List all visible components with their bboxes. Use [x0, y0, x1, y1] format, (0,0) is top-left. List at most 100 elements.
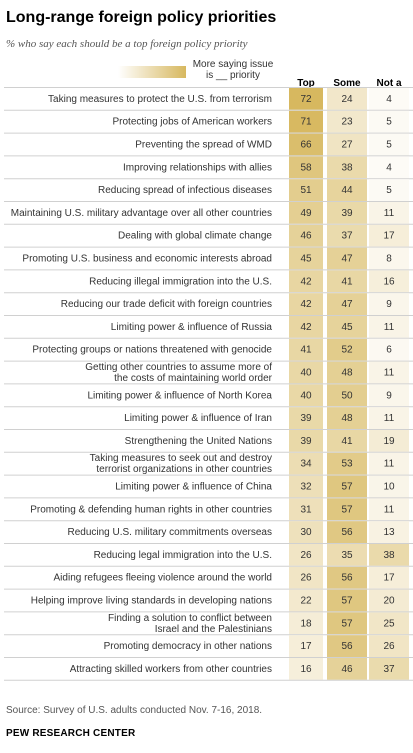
cell-value: 11: [384, 459, 395, 470]
row-label-line: Getting other countries to assume more o…: [85, 362, 272, 373]
heat-cell: [289, 475, 323, 498]
cell-value: 32: [300, 482, 312, 493]
cell-value: 17: [300, 641, 312, 652]
row-label-line: the costs of maintaining world order: [114, 373, 273, 384]
row-label: Promoting U.S. business and economic int…: [22, 254, 272, 265]
row-label: Reducing U.S. military commitments overs…: [67, 527, 272, 538]
row-label: Reducing legal immigration into the U.S.: [94, 550, 272, 561]
cell-value: 41: [341, 276, 353, 287]
cell-value: 57: [341, 504, 353, 515]
cell-value: 30: [300, 527, 312, 538]
heat-cell: [327, 156, 367, 179]
cell-value: 71: [300, 117, 312, 128]
heat-cell: [369, 430, 409, 452]
cell-value: 41: [300, 345, 312, 356]
cell-value: 45: [341, 322, 353, 333]
row-label: Limiting power & influence of China: [115, 482, 272, 493]
column-header-some: Some: [333, 78, 361, 89]
cell-value: 11: [384, 322, 395, 333]
cell-value: 5: [386, 140, 392, 151]
cell-value: 27: [341, 140, 353, 151]
heat-cell: [327, 566, 367, 589]
heat-cell: [289, 407, 323, 429]
heat-cell: [289, 88, 323, 110]
heat-cell: [327, 133, 367, 156]
heat-cell: [369, 566, 409, 589]
heat-cell: [369, 202, 409, 224]
cell-value: 40: [300, 390, 312, 401]
cell-value: 16: [300, 664, 312, 675]
heat-cell: [327, 635, 367, 657]
cell-value: 42: [300, 299, 312, 310]
cell-value: 22: [300, 596, 312, 607]
heat-cell: [327, 361, 367, 384]
heat-cell: [289, 110, 323, 133]
cell-value: 41: [341, 436, 353, 447]
row-label: Limiting power & influence of North Kore…: [87, 390, 272, 401]
cell-value: 26: [300, 550, 312, 561]
cell-value: 18: [300, 618, 312, 629]
heat-cell: [289, 452, 323, 475]
cell-value: 34: [300, 459, 312, 470]
row-label-line: Finding a solution to conflict between: [108, 613, 272, 624]
heat-cell: [327, 247, 367, 270]
cell-value: 25: [383, 618, 395, 629]
cell-value: 51: [300, 185, 312, 196]
heat-cell: [369, 179, 409, 201]
row-label: Reducing our trade deficit with foreign …: [61, 299, 272, 310]
cell-value: 47: [341, 254, 353, 265]
row-label: Aiding refugees fleeing violence around …: [54, 573, 272, 584]
heat-cell: [327, 224, 367, 247]
cell-value: 31: [300, 504, 312, 515]
heat-cell: [327, 475, 367, 498]
cell-value: 58: [300, 162, 312, 173]
cell-value: 47: [341, 299, 353, 310]
cell-value: 37: [383, 664, 395, 675]
legend-gradient: [118, 66, 186, 78]
heat-cell: [369, 544, 409, 566]
cell-value: 42: [300, 322, 312, 333]
heat-cell: [327, 430, 367, 452]
cell-value: 56: [341, 527, 353, 538]
row-label: Strengthening the United Nations: [125, 436, 272, 447]
heat-cell: [289, 179, 323, 201]
heat-cell: [289, 247, 323, 270]
cell-value: 39: [300, 413, 312, 424]
cell-value: 48: [341, 413, 353, 424]
cell-value: 66: [300, 140, 312, 151]
cell-value: 52: [341, 345, 353, 356]
heat-cell: [327, 270, 367, 293]
heat-cell: [327, 407, 367, 429]
cell-value: 53: [341, 459, 353, 470]
row-label: Limiting power & influence of Russia: [111, 322, 273, 333]
heat-cell: [369, 475, 409, 498]
heat-cell: [289, 361, 323, 384]
heat-cell: [289, 133, 323, 156]
heat-cell: [289, 544, 323, 566]
cell-value: 56: [341, 641, 353, 652]
heat-cell: [369, 247, 409, 270]
column-header-not-a: Not a: [376, 78, 402, 89]
cell-value: 42: [300, 276, 312, 287]
cell-value: 11: [384, 413, 395, 424]
row-label-line: Israel and the Palestinians: [155, 624, 272, 635]
organization-credit: PEW RESEARCH CENTER: [6, 728, 136, 739]
heat-cell: [289, 384, 323, 407]
heat-cell: [327, 88, 367, 110]
heatmap-chart: 72 24 4 Taking measures to protect the U.S.…: [4, 87, 413, 681]
heat-cell: [369, 338, 409, 361]
heat-cell: [327, 384, 367, 407]
legend-label: More saying issue is __ priority: [190, 59, 276, 81]
heat-cell: [369, 635, 409, 657]
heat-cell: [289, 566, 323, 589]
row-label: Promoting democracy in other nations: [104, 641, 272, 652]
heat-cell: [369, 270, 409, 293]
heat-cell: [289, 658, 323, 680]
cell-value: 4: [386, 162, 392, 173]
cell-value: 6: [386, 345, 392, 356]
heat-cell: [289, 270, 323, 293]
cell-value: 13: [383, 527, 395, 538]
row-label: Limiting power & influence of Iran: [124, 413, 272, 424]
legend-label-line2: is __ priority: [206, 70, 260, 81]
row-label: Promoting & defending human rights in ot…: [30, 504, 272, 515]
